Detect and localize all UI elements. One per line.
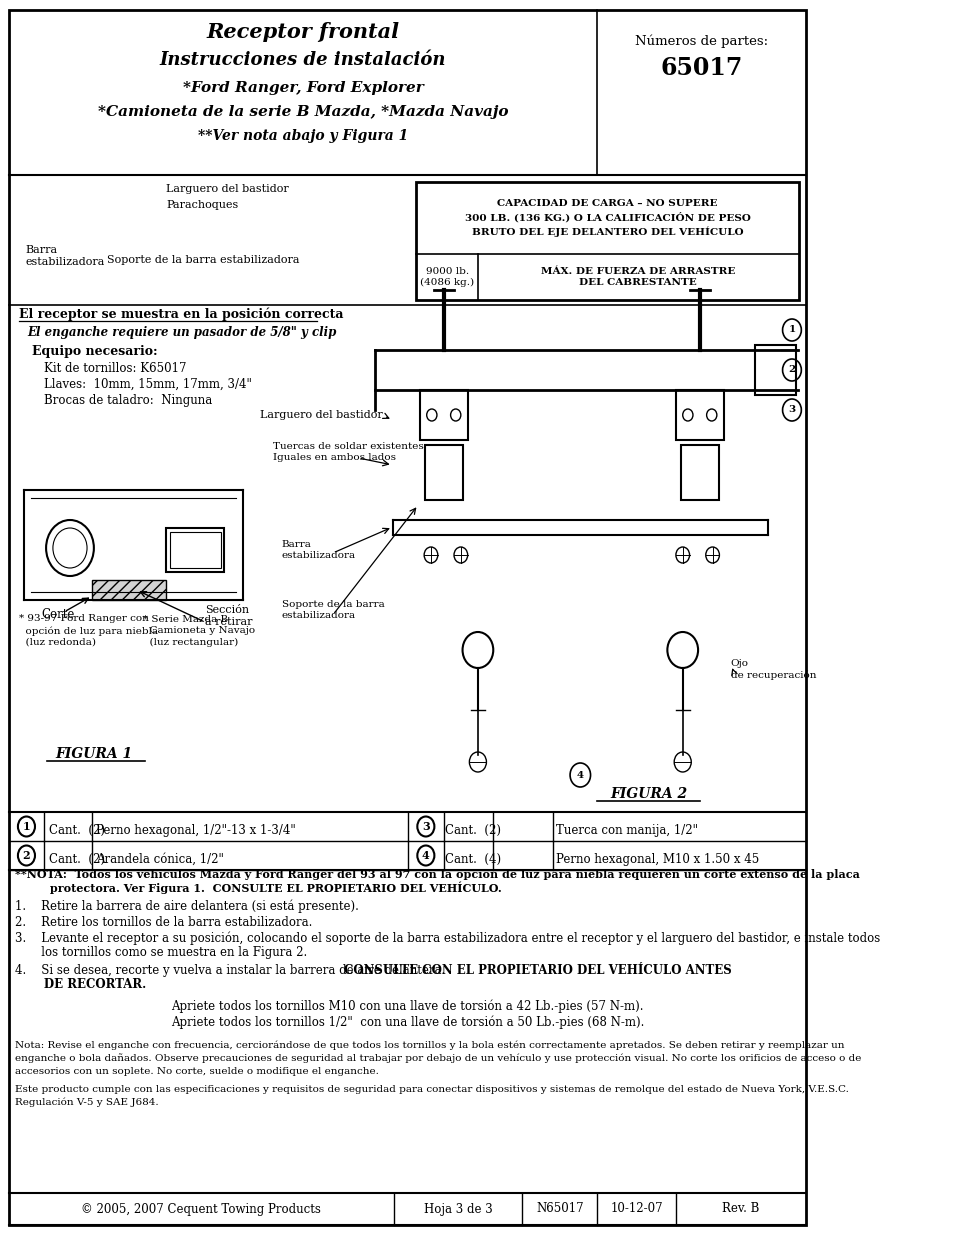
Text: 3: 3 — [787, 405, 795, 415]
Text: El enganche requiere un pasador de 5/8" y clip: El enganche requiere un pasador de 5/8" … — [28, 326, 336, 338]
Text: **NOTA:  Todos los vehículos Mazda y Ford Ranger del 93 al 97 con la opción de l: **NOTA: Todos los vehículos Mazda y Ford… — [15, 869, 860, 881]
Text: 1: 1 — [787, 326, 795, 335]
Text: **Ver nota abajo y Figura 1: **Ver nota abajo y Figura 1 — [197, 128, 408, 143]
Text: Cant.  (2): Cant. (2) — [49, 824, 105, 837]
Text: FIGURA 1: FIGURA 1 — [55, 747, 132, 761]
Text: Barra
estabilizadora: Barra estabilizadora — [26, 245, 105, 267]
Text: Hoja 3 de 3: Hoja 3 de 3 — [423, 1203, 492, 1215]
Text: Ojo
de recuperación: Ojo de recuperación — [730, 659, 815, 680]
Text: 4.    Si se desea, recorte y vuelva a instalar la barrera de aire delantera.: 4. Si se desea, recorte y vuelva a insta… — [15, 965, 449, 977]
Text: FIGURA 2: FIGURA 2 — [609, 787, 686, 802]
Text: Soporte de la barra
estabilizadora: Soporte de la barra estabilizadora — [281, 599, 384, 620]
Bar — [675, 390, 723, 440]
Bar — [680, 445, 718, 500]
Text: MÁX. DE FUERZA DE ARRASTRE
DEL CABRESTANTE: MÁX. DE FUERZA DE ARRASTRE DEL CABRESTAN… — [540, 267, 735, 287]
Text: Números de partes:: Números de partes: — [635, 35, 767, 48]
Text: enganche o bola dañados. Observe precauciones de seguridad al trabajar por debaj: enganche o bola dañados. Observe precauc… — [15, 1053, 861, 1063]
Text: * 93-97 Ford Ranger con
  opción de luz para niebla
  (luz redonda): * 93-97 Ford Ranger con opción de luz pa… — [19, 615, 158, 647]
Text: 4: 4 — [421, 850, 429, 861]
Text: Perno hexagonal, 1/2"-13 x 1-3/4": Perno hexagonal, 1/2"-13 x 1-3/4" — [95, 824, 295, 837]
Text: Receptor frontal: Receptor frontal — [206, 22, 399, 42]
Bar — [170, 532, 221, 568]
Text: 65017: 65017 — [659, 56, 741, 80]
Text: Instrucciones de instalación: Instrucciones de instalación — [159, 51, 446, 69]
Text: 2: 2 — [23, 850, 30, 861]
Bar — [92, 580, 166, 600]
Text: Cant.  (2): Cant. (2) — [49, 853, 105, 866]
Text: Regulación V-5 y SAE J684.: Regulación V-5 y SAE J684. — [15, 1098, 159, 1107]
Text: 2: 2 — [787, 366, 795, 374]
Text: 9000 lb.
(4086 kg.): 9000 lb. (4086 kg.) — [419, 267, 474, 287]
Text: Apriete todos los tornillos M10 con una llave de torsión a 42 Lb.-pies (57 N-m).: Apriete todos los tornillos M10 con una … — [171, 999, 642, 1013]
Text: El receptor se muestra en la posición correcta: El receptor se muestra en la posición co… — [19, 308, 343, 321]
Text: DE RECORTAR.: DE RECORTAR. — [15, 978, 147, 990]
Bar — [416, 182, 798, 300]
Text: Perno hexagonal, M10 x 1.50 x 45: Perno hexagonal, M10 x 1.50 x 45 — [556, 853, 759, 866]
Text: Brocas de taladro:  Ninguna: Brocas de taladro: Ninguna — [45, 394, 213, 408]
Text: Llaves:  10mm, 15mm, 17mm, 3/4": Llaves: 10mm, 15mm, 17mm, 3/4" — [45, 378, 252, 391]
Text: accesorios con un soplete. No corte, suelde o modifique el enganche.: accesorios con un soplete. No corte, sue… — [15, 1067, 379, 1076]
Text: 2.    Retire los tornillos de la barra estabilizadora.: 2. Retire los tornillos de la barra esta… — [15, 916, 313, 929]
Text: Kit de tornillos: K65017: Kit de tornillos: K65017 — [45, 362, 187, 375]
Text: Apriete todos los tornillos 1/2"  con una llave de torsión a 50 Lb.-pies (68 N-m: Apriete todos los tornillos 1/2" con una… — [171, 1015, 643, 1029]
Bar — [424, 445, 462, 500]
Text: 3: 3 — [421, 821, 429, 832]
Text: * Serie Mazda B
  Camioneta y Navajo
  (luz rectangular): * Serie Mazda B Camioneta y Navajo (luz … — [143, 615, 255, 647]
Text: CONSULTE CON EL PROPIETARIO DEL VEHÍCULO ANTES: CONSULTE CON EL PROPIETARIO DEL VEHÍCULO… — [344, 965, 731, 977]
Text: Soporte de la barra estabilizadora: Soporte de la barra estabilizadora — [107, 254, 299, 266]
Text: 1.    Retire la barrera de aire delantera (si está presente).: 1. Retire la barrera de aire delantera (… — [15, 899, 359, 913]
Text: Barra
estabilizadora: Barra estabilizadora — [281, 540, 355, 559]
Bar — [166, 529, 224, 572]
Bar — [755, 345, 796, 395]
Text: Equipo necesario:: Equipo necesario: — [32, 345, 158, 358]
Text: © 2005, 2007 Cequent Towing Products: © 2005, 2007 Cequent Towing Products — [81, 1203, 321, 1215]
Text: Larguero del bastidor: Larguero del bastidor — [259, 410, 382, 420]
Text: N65017: N65017 — [536, 1203, 583, 1215]
Text: 4: 4 — [577, 771, 583, 779]
Text: los tornillos como se muestra en la Figura 2.: los tornillos como se muestra en la Figu… — [15, 946, 307, 960]
Text: Parachoques: Parachoques — [166, 200, 238, 210]
Text: Corte: Corte — [41, 608, 74, 621]
Text: Tuercas de soldar existentes
Iguales en ambos lados: Tuercas de soldar existentes Iguales en … — [273, 442, 423, 462]
Text: Rev. B: Rev. B — [721, 1203, 759, 1215]
Text: CAPACIDAD DE CARGA – NO SUPERE
300 LB. (136 KG.) O LA CALIFICACIÓN DE PESO
BRUTO: CAPACIDAD DE CARGA – NO SUPERE 300 LB. (… — [464, 199, 750, 237]
Text: Cant.  (2): Cant. (2) — [445, 824, 501, 837]
Text: Larguero del bastidor: Larguero del bastidor — [166, 184, 289, 194]
Bar — [419, 390, 467, 440]
Text: protectora. Ver Figura 1.  CONSULTE EL PROPIETARIO DEL VEHÍCULO.: protectora. Ver Figura 1. CONSULTE EL PR… — [15, 882, 501, 894]
Text: 3.    Levante el receptor a su posición, colocando el soporte de la barra estabi: 3. Levante el receptor a su posición, co… — [15, 931, 880, 945]
Text: *Ford Ranger, Ford Explorer: *Ford Ranger, Ford Explorer — [182, 82, 423, 95]
Text: 10-12-07: 10-12-07 — [610, 1203, 662, 1215]
Text: Arandela cónica, 1/2": Arandela cónica, 1/2" — [95, 853, 223, 866]
Text: Sección
a retirar: Sección a retirar — [205, 605, 252, 627]
Text: Cant.  (4): Cant. (4) — [445, 853, 501, 866]
Text: Este producto cumple con las especificaciones y requisitos de seguridad para con: Este producto cumple con las especificac… — [15, 1086, 848, 1094]
Text: *Camioneta de la serie B Mazda, *Mazda Navajo: *Camioneta de la serie B Mazda, *Mazda N… — [97, 105, 508, 119]
Text: Tuerca con manija, 1/2": Tuerca con manija, 1/2" — [556, 824, 698, 837]
Text: 1: 1 — [23, 821, 30, 832]
Text: Nota: Revise el enganche con frecuencia, cerciorándose de que todos los tornillo: Nota: Revise el enganche con frecuencia,… — [15, 1041, 844, 1050]
